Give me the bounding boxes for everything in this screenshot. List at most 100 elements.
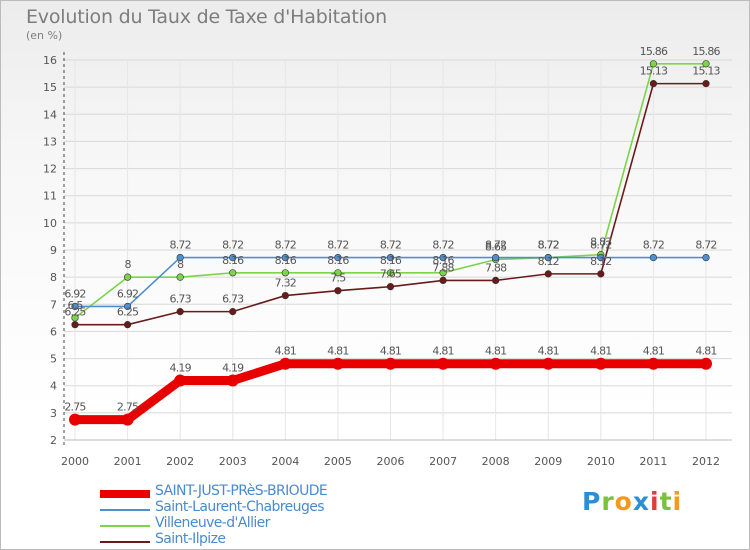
logo-letter: P (582, 487, 602, 516)
data-label: 7.88 (432, 261, 454, 274)
series-point (71, 314, 79, 322)
series-point (492, 254, 500, 262)
series-point (281, 254, 289, 262)
legend-label: Saint-Ilpize (155, 531, 226, 547)
data-label: 15.86 (692, 45, 720, 58)
data-label: 6.25 (117, 306, 139, 319)
series-point (176, 273, 184, 281)
series-point (279, 357, 292, 370)
data-label: 8.16 (222, 254, 244, 267)
series-point (439, 254, 447, 262)
data-label: 6.73 (170, 293, 192, 306)
series-point (123, 302, 132, 311)
y-tick-label: 4 (50, 380, 57, 393)
y-tick-label: 12 (43, 163, 57, 176)
data-label: 8.65 (485, 241, 507, 254)
x-tick-label: 2009 (534, 455, 562, 468)
series-point (123, 273, 132, 281)
data-label: 8.72 (485, 239, 506, 252)
y-tick-label: 5 (50, 353, 57, 366)
logo-letter: i (672, 487, 683, 516)
logo-letter: i (650, 487, 660, 516)
y-tick-label: 16 (43, 54, 57, 67)
series-point (121, 413, 134, 426)
data-label: 8 (124, 258, 131, 271)
series-point (702, 60, 710, 68)
logo-letter: t (659, 487, 673, 516)
legend-swatch (100, 490, 150, 498)
series-point (331, 357, 344, 370)
data-label: 4.81 (380, 345, 401, 358)
data-label: 6.73 (222, 293, 244, 306)
legend-label: Villeneuve-d'Allier (155, 515, 270, 531)
series-point (544, 254, 552, 262)
data-label: 4.81 (538, 345, 559, 358)
data-label: 7.5 (330, 272, 346, 285)
y-tick-label: 3 (50, 407, 57, 420)
x-tick-label: 2004 (271, 455, 299, 468)
data-label: 4.81 (432, 345, 453, 358)
series-point (702, 80, 710, 88)
data-label: 8.72 (538, 239, 559, 252)
data-label: 8.16 (380, 254, 402, 267)
legend-label: SAINT-JUST-PRèS-BRIOUDE (155, 483, 328, 499)
data-label: 8.16 (327, 254, 349, 267)
y-tick-label: 9 (50, 244, 57, 257)
data-label: 4.81 (275, 345, 296, 358)
data-label: 8.72 (380, 239, 401, 252)
series-point (386, 283, 395, 291)
data-label: 4.81 (327, 345, 348, 358)
y-tick-label: 7 (50, 298, 57, 311)
x-tick-label: 2007 (429, 455, 457, 468)
data-label: 8.72 (222, 239, 243, 252)
series-point (229, 254, 237, 262)
data-label: 15.13 (640, 65, 668, 78)
data-label: 8 (177, 258, 184, 271)
x-tick-label: 2010 (587, 455, 615, 468)
y-tick-label: 2 (50, 434, 57, 447)
data-label: 6.92 (117, 287, 138, 300)
logo-letter: o (614, 487, 633, 516)
data-label: 8.72 (590, 239, 611, 252)
series-point (542, 357, 555, 370)
data-label: 8.72 (275, 239, 296, 252)
data-label: 8.83 (590, 236, 612, 249)
axes: 2 3 4 5 6 7 8 9 10 11 12 13 14 15 16 2000 2001 2002 2003 20… (43, 52, 732, 468)
x-tick-label: 2003 (219, 455, 247, 468)
data-label: 8.72 (327, 239, 348, 252)
y-tick-label: 10 (43, 217, 57, 230)
data-label: 7.65 (380, 268, 402, 281)
series-point (334, 269, 342, 277)
y-tick-label: 6 (50, 325, 57, 338)
logo-letter: x (632, 487, 650, 516)
plot-area: 2 3 4 5 6 7 8 9 10 11 12 13 14 15 16 2000 2001 2002 2003 20… (43, 45, 732, 468)
series-point (229, 308, 237, 316)
legend-swatch (100, 541, 150, 543)
legend-swatch (100, 525, 150, 527)
series-point (597, 270, 605, 278)
series-point (123, 321, 132, 329)
series-point (384, 357, 397, 370)
series-point (702, 254, 710, 262)
x-tick-label: 2005 (324, 455, 352, 468)
data-label: 4.19 (170, 362, 192, 375)
data-label: 8.72 (695, 239, 716, 252)
series-point (71, 321, 79, 329)
y-tick-label: 8 (50, 271, 57, 284)
data-label: 8.12 (590, 255, 611, 268)
series-point (386, 269, 395, 277)
legend-swatch (100, 509, 150, 511)
chart-unit-label: (en %) (26, 29, 63, 42)
series-point (229, 269, 237, 277)
series-point (544, 270, 552, 278)
data-label: 8.16 (432, 254, 454, 267)
data-labels: 2.75 2.75 4.19 4.19 4.81 4.81 4.81 4.81 4.81 4.81… (64, 45, 721, 414)
series-point (334, 287, 342, 295)
series-point (174, 374, 187, 387)
series-point (69, 413, 81, 426)
chart-title: Evolution du Taux de Taxe d'Habitation (26, 6, 387, 28)
legend-label: Saint-Laurent-Chabreuges (155, 499, 325, 515)
data-label: 4.81 (485, 345, 506, 358)
series-point (492, 276, 500, 285)
data-label: 2.75 (117, 401, 139, 414)
